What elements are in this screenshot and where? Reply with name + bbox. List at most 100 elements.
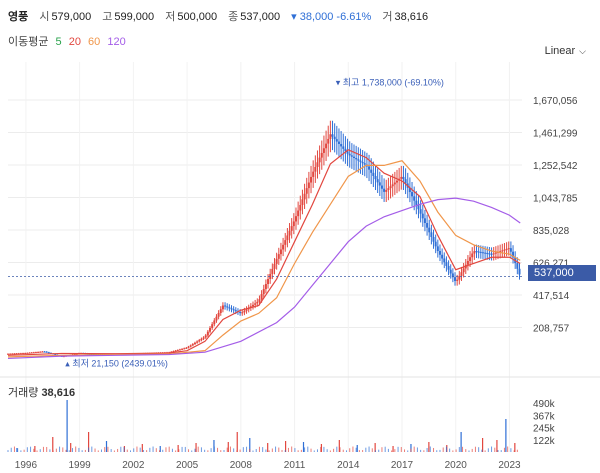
volume-bar <box>175 450 177 452</box>
candle-body <box>353 156 356 158</box>
volume-bar <box>410 444 412 452</box>
candle-body <box>419 209 422 214</box>
ma120-label[interactable]: 120 <box>107 36 126 48</box>
volume-bar <box>55 448 57 452</box>
volume-bar <box>320 446 322 452</box>
candle-body <box>305 188 308 194</box>
volume-bar <box>34 446 36 452</box>
candle-body <box>471 253 474 258</box>
volume-tick-label: 122k <box>533 436 556 447</box>
candle-body <box>279 249 282 255</box>
y-tick-label: 1,043,785 <box>533 194 578 205</box>
candle-body <box>290 226 293 231</box>
volume-bar <box>120 446 122 452</box>
volume-bar <box>394 449 396 452</box>
candle-body <box>445 262 448 266</box>
volume-bar <box>255 449 257 452</box>
volume-bar <box>375 450 377 452</box>
volume-bar <box>338 440 340 452</box>
ma5-label[interactable]: 5 <box>55 36 62 48</box>
volume-bar <box>304 447 306 452</box>
candle-body <box>361 161 364 164</box>
volume-bar <box>252 450 254 452</box>
volume-bar <box>326 449 328 452</box>
candle-body <box>344 148 347 152</box>
volume-bar <box>223 450 225 452</box>
ma60-label[interactable]: 60 <box>88 36 101 48</box>
volume-bar <box>460 432 462 452</box>
volume-bar <box>494 447 496 452</box>
scale-selector[interactable]: Linear ⌵ <box>545 45 586 57</box>
volume-bar <box>474 446 476 452</box>
candle-body <box>374 175 377 180</box>
volume-bar <box>258 446 260 452</box>
candle-body <box>329 134 332 139</box>
volume-bar <box>465 449 467 452</box>
candle-body <box>45 351 48 353</box>
candle-body <box>22 353 25 355</box>
candle-body <box>15 353 18 355</box>
candle-body <box>359 160 362 162</box>
volume-bar <box>481 449 483 452</box>
candle-body <box>387 188 390 191</box>
volume-bar <box>17 448 19 452</box>
volume-bar <box>513 450 515 452</box>
candle-body <box>303 193 306 200</box>
moving-average-legend[interactable]: 이동평균 5 20 60 120 <box>8 33 130 49</box>
candle-body <box>174 350 177 352</box>
candle-body <box>245 309 248 311</box>
volume-bar <box>397 446 399 452</box>
high-annotation: ▾ 최고 1,738,000 (-69.10%) <box>336 77 444 87</box>
ma20-label[interactable]: 20 <box>68 36 81 48</box>
volume-bar <box>514 443 516 452</box>
volume-bar <box>105 441 108 452</box>
volume-bar <box>217 447 219 452</box>
volume-bar <box>400 447 402 452</box>
candle-body <box>322 148 325 153</box>
candle-body <box>176 349 179 351</box>
candle-body <box>258 299 261 302</box>
candle-body <box>447 265 450 270</box>
volume-title-value: 38,616 <box>41 387 76 399</box>
volume-bar <box>278 447 280 452</box>
volume-bar <box>130 450 132 452</box>
candle-body <box>191 344 194 346</box>
candle-body <box>9 353 12 355</box>
volume-bar <box>242 447 244 452</box>
volume-bar <box>436 450 438 452</box>
volume-bar <box>100 449 102 452</box>
candle-body <box>335 139 338 142</box>
y-tick-label: 626,271 <box>533 259 570 270</box>
volume-bar <box>491 446 493 452</box>
candle-body <box>393 182 396 185</box>
candle-body <box>507 248 510 250</box>
volume-bar <box>10 447 12 452</box>
volume-bar <box>68 450 70 452</box>
volume-bar <box>117 448 119 452</box>
candle-body <box>275 258 278 264</box>
volume-bar <box>194 448 196 452</box>
x-tick-label: 2014 <box>337 460 360 471</box>
candle-body <box>7 353 9 355</box>
candle-body <box>333 136 336 140</box>
candle-body <box>269 273 272 279</box>
volume-bar <box>7 450 9 452</box>
volume-bar <box>249 438 251 452</box>
candle-body <box>299 204 302 211</box>
candle-body <box>28 352 31 354</box>
volume-bar <box>91 446 93 452</box>
candle-body <box>252 304 255 307</box>
volume-bar <box>110 449 112 452</box>
volume-bar <box>287 447 289 452</box>
volume-bar <box>39 449 41 452</box>
candle-body <box>254 303 257 305</box>
volume-bar <box>497 450 499 452</box>
candle-body <box>271 268 274 274</box>
volume-bar <box>355 447 357 452</box>
volume-bar <box>146 450 148 452</box>
volume-bar <box>445 446 447 452</box>
candle-body <box>346 151 349 154</box>
volume-bar <box>191 450 193 452</box>
candle-body <box>217 312 220 317</box>
